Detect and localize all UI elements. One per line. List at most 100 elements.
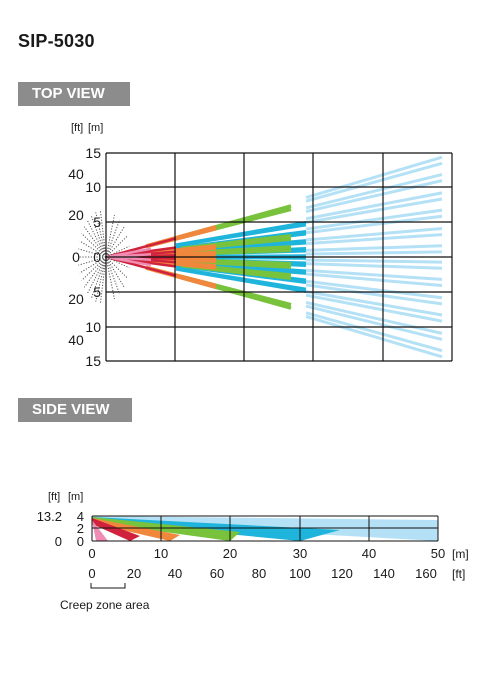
side-ft-x-tick-0: 0: [88, 566, 95, 581]
creep-ray-front-9: [105, 256, 121, 295]
creep-ray-front-8: [105, 256, 125, 288]
creep-ray-front-7: [105, 256, 128, 279]
beam-far-11-a: [305, 311, 443, 353]
side-ft-x-tick-6: 120: [331, 566, 353, 581]
side-m-x-tick-5: 50: [431, 546, 445, 561]
side-view-tab: SIDE VIEW: [18, 398, 132, 422]
side-view-m-unit: [m]: [68, 491, 83, 503]
top-view-beams: [105, 155, 443, 359]
side-view-m-x-axis: 0 10 20 30 40 50: [88, 546, 445, 561]
top-m-tick-3: 0: [93, 249, 101, 265]
side-view-ft-unit: [ft]: [48, 491, 60, 503]
beam-far-10-a: [305, 300, 443, 335]
creep-ray-back-4: [83, 256, 107, 288]
side-beam-red: [92, 518, 140, 541]
beam-cyan-8-b: [175, 267, 307, 294]
creep-ray-back-3: [87, 256, 107, 294]
creep-ray-back-1: [95, 256, 107, 302]
beam-far-8-b: [305, 283, 443, 306]
top-m-tick-0: 15: [85, 145, 101, 161]
creep-ray-back-5: [81, 256, 107, 281]
top-view-creep-zone: [78, 209, 130, 305]
creep-zone-bracket: [90, 583, 126, 589]
side-ft-y-tick-1: 0: [55, 534, 62, 549]
side-view-ft-x-axis: 0 20 40 60 80 100 120 140 160: [88, 566, 436, 581]
side-ft-x-tick-7: 140: [373, 566, 395, 581]
creep-ray-back-0: [99, 256, 107, 305]
creep-ray-back-11: [81, 233, 107, 258]
beam-far-8-a: [305, 279, 443, 300]
beam-cyan-0-b: [175, 223, 307, 248]
side-ft-x-tick-2: 40: [168, 566, 182, 581]
beam-far-5-a: [305, 244, 443, 252]
top-view-plot: [ft] [m] 40 20 0 20 40 15 10 5 0 5 10 15: [68, 122, 453, 369]
creep-ray-back-15: [95, 212, 107, 258]
top-ft-tick-4: 40: [68, 332, 84, 348]
top-ft-tick-3: 20: [68, 291, 84, 307]
side-m-x-tick-3: 30: [293, 546, 307, 561]
side-m-x-tick-4: 40: [362, 546, 376, 561]
side-m-y-tick-1: 2: [77, 521, 84, 536]
top-m-tick-4: 5: [93, 284, 101, 300]
side-m-x-tick-1: 10: [154, 546, 168, 561]
model-title: SIP-5030: [18, 31, 95, 51]
beam-far-11-b: [305, 314, 443, 359]
top-view-ft-unit: [ft]: [71, 122, 83, 134]
side-m-x-tick-2: 20: [223, 546, 237, 561]
creep-ray-back-7: [78, 256, 107, 266]
beam-far-6-a: [305, 258, 443, 264]
top-m-tick-5: 10: [85, 319, 101, 335]
beam-far-6-b: [305, 262, 443, 270]
side-ft-y-tick-0: 13.2: [37, 509, 62, 524]
beam-far-4-b: [305, 233, 443, 246]
beam-far-0-b: [305, 161, 443, 203]
side-ft-x-tick-3: 60: [210, 566, 224, 581]
top-view-tab: TOP VIEW: [18, 82, 130, 106]
top-ft-tick-1: 20: [68, 207, 84, 223]
top-view-grid: [105, 152, 453, 362]
beam-far-9-b: [305, 293, 443, 323]
top-view-ft-axis: 40 20 0 20 40: [68, 166, 84, 348]
beam-far-0-a: [305, 155, 443, 200]
beam-far-1-a: [305, 173, 443, 210]
side-m-y-tick-2: 0: [77, 534, 84, 549]
beam-far-2-b: [305, 197, 443, 224]
creep-ray-back-16: [99, 209, 107, 258]
side-view-grid: [91, 515, 439, 542]
beam-far-7-b: [305, 272, 443, 288]
beam-far-3-a: [305, 208, 443, 231]
creep-ray-front-3: [105, 235, 128, 258]
side-beam-pink: [92, 520, 108, 541]
side-beam-green: [92, 517, 240, 541]
creep-ray-back-10: [79, 240, 107, 258]
side-view-ft-y-axis: 13.20: [37, 509, 62, 549]
beam-far-7-a: [305, 268, 443, 281]
creep-ray-front-2: [105, 226, 125, 258]
side-m-x-tick-0: 0: [88, 546, 95, 561]
beam-far-10-b: [305, 304, 443, 341]
creep-ray-back-9: [78, 248, 107, 258]
creep-ray-front-10: [105, 256, 116, 300]
top-m-tick-6: 15: [85, 353, 101, 369]
beam-far-5-b: [305, 250, 443, 256]
side-ft-x-tick-8: 160: [415, 566, 437, 581]
top-m-tick-1: 10: [85, 179, 101, 195]
side-view-m-y-axis: 420: [77, 509, 84, 549]
top-ft-tick-0: 40: [68, 166, 84, 182]
side-beam-orange: [92, 518, 180, 541]
top-m-tick-2: 5: [93, 214, 101, 230]
top-ft-tick-2: 0: [72, 249, 80, 265]
beam-far-4-a: [305, 226, 443, 242]
side-m-y-tick-0: 4: [77, 509, 84, 524]
side-ft-x-tick-1: 20: [127, 566, 141, 581]
side-view-plot: [ft] [m] 13.20 420 0 10 20 30 40 50 [m] 0 20 40…: [37, 491, 469, 612]
creep-ray-front-0: [105, 214, 116, 258]
creep-ray-back-6: [79, 256, 107, 274]
side-ft-x-tick-4: 80: [252, 566, 266, 581]
creep-ray-back-12: [83, 226, 107, 258]
beam-far-1-b: [305, 179, 443, 214]
creep-zone-label: Creep zone area: [60, 598, 150, 612]
beam-pink-3: [105, 255, 152, 267]
creep-ray-front-1: [105, 219, 121, 258]
